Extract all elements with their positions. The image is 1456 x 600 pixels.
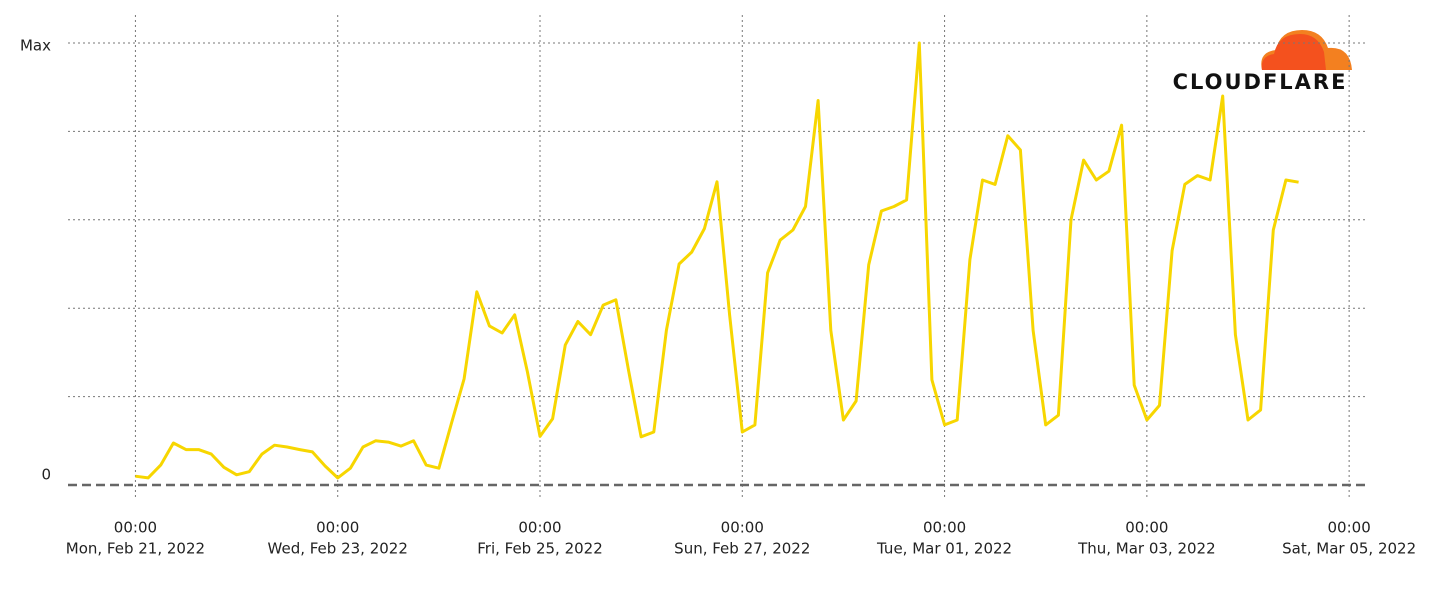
x-tick-label: Thu, Mar 03, 2022 [1077,540,1216,558]
x-tick-label: 00:00 [721,519,764,537]
y-tick-label: 0 [41,466,51,484]
x-tick-label: 00:00 [923,519,966,537]
x-tick-label: 00:00 [1125,519,1168,537]
x-tick-label: 00:00 [114,519,157,537]
x-tick-label: Mon, Feb 21, 2022 [66,540,205,558]
x-tick-label: Tue, Mar 01, 2022 [876,540,1012,558]
logo-text: CLOUDFLARE [1173,70,1348,94]
series-line [135,41,1299,480]
x-tick-label: 00:00 [316,519,359,537]
x-tick-label: 00:00 [518,519,561,537]
x-tick-label: 00:00 [1328,519,1371,537]
y-tick-label: Max [20,37,51,55]
x-tick-label: Wed, Feb 23, 2022 [268,540,408,558]
logo: CLOUDFLARE [1173,30,1352,94]
x-tick-label: Sun, Feb 27, 2022 [674,540,810,558]
x-tick-label: Fri, Feb 25, 2022 [477,540,603,558]
x-tick-label: Sat, Mar 05, 2022 [1282,540,1416,558]
